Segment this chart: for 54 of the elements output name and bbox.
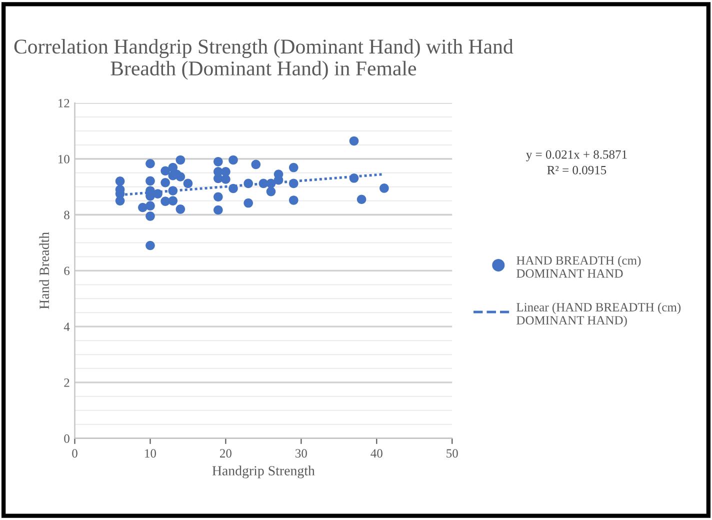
- y-tick-label: 12: [58, 99, 70, 108]
- chart-title: Correlation Handgrip Strength (Dominant Hand) with Hand Breadth (Dominant Hand) in Female: [14, 38, 514, 80]
- y-axis-title: Hand Breadth: [39, 232, 50, 310]
- x-tick-label: 20: [220, 449, 232, 458]
- point: [146, 212, 155, 221]
- point: [214, 205, 223, 215]
- text: y = 0.021x + 8.5871: [526, 150, 627, 162]
- y-tick-label: 0: [64, 434, 70, 443]
- point: [221, 174, 230, 184]
- point: [153, 189, 162, 198]
- x-tick-label: 10: [145, 449, 156, 458]
- point: [228, 155, 238, 165]
- point: [288, 178, 298, 188]
- point: [349, 136, 359, 146]
- point: [115, 196, 125, 206]
- point: [214, 156, 223, 166]
- point: [244, 178, 254, 188]
- legend-label: HAND BREADTH (cm) DOMINANT HAND: [516, 256, 641, 278]
- point: [228, 184, 238, 194]
- point: [168, 186, 178, 196]
- point: [176, 204, 186, 214]
- point: [176, 155, 186, 165]
- point: [160, 178, 170, 188]
- point: [176, 172, 186, 182]
- y-tick-label: 10: [58, 154, 70, 164]
- x-axis-title: Handgrip Strength: [212, 466, 315, 478]
- point: [146, 176, 155, 186]
- point: [160, 166, 170, 176]
- point: [168, 196, 178, 206]
- point: [244, 198, 254, 208]
- x-tick-label: 50: [446, 449, 458, 458]
- x-tick-label: 0: [72, 449, 78, 458]
- point: [115, 176, 125, 186]
- point: [380, 184, 389, 193]
- point: [146, 201, 155, 210]
- x-tick-label: 40: [370, 449, 382, 458]
- point: [251, 160, 261, 170]
- point: [349, 173, 359, 183]
- y-tick-label: 6: [64, 266, 70, 276]
- point: [288, 162, 298, 172]
- y-tick-label: 2: [64, 378, 70, 387]
- point: [138, 202, 148, 212]
- x-tick-label: 30: [296, 449, 307, 458]
- point: [146, 158, 155, 168]
- point: [356, 194, 366, 204]
- point: [183, 178, 193, 188]
- text: R² = 0.0915: [547, 166, 606, 174]
- y-tick-label: 8: [64, 210, 70, 220]
- point: [266, 186, 276, 196]
- legend-label: Linear (HAND BREADTH (cm) DOMINANT HAND): [516, 302, 681, 328]
- y-tick-label: 4: [64, 322, 70, 331]
- point: [214, 192, 223, 202]
- point: [146, 240, 155, 250]
- point: [288, 196, 298, 205]
